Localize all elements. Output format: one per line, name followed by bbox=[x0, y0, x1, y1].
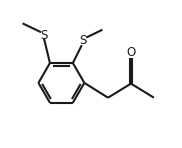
Text: O: O bbox=[126, 46, 136, 59]
Text: S: S bbox=[40, 29, 48, 42]
Text: S: S bbox=[80, 34, 87, 47]
